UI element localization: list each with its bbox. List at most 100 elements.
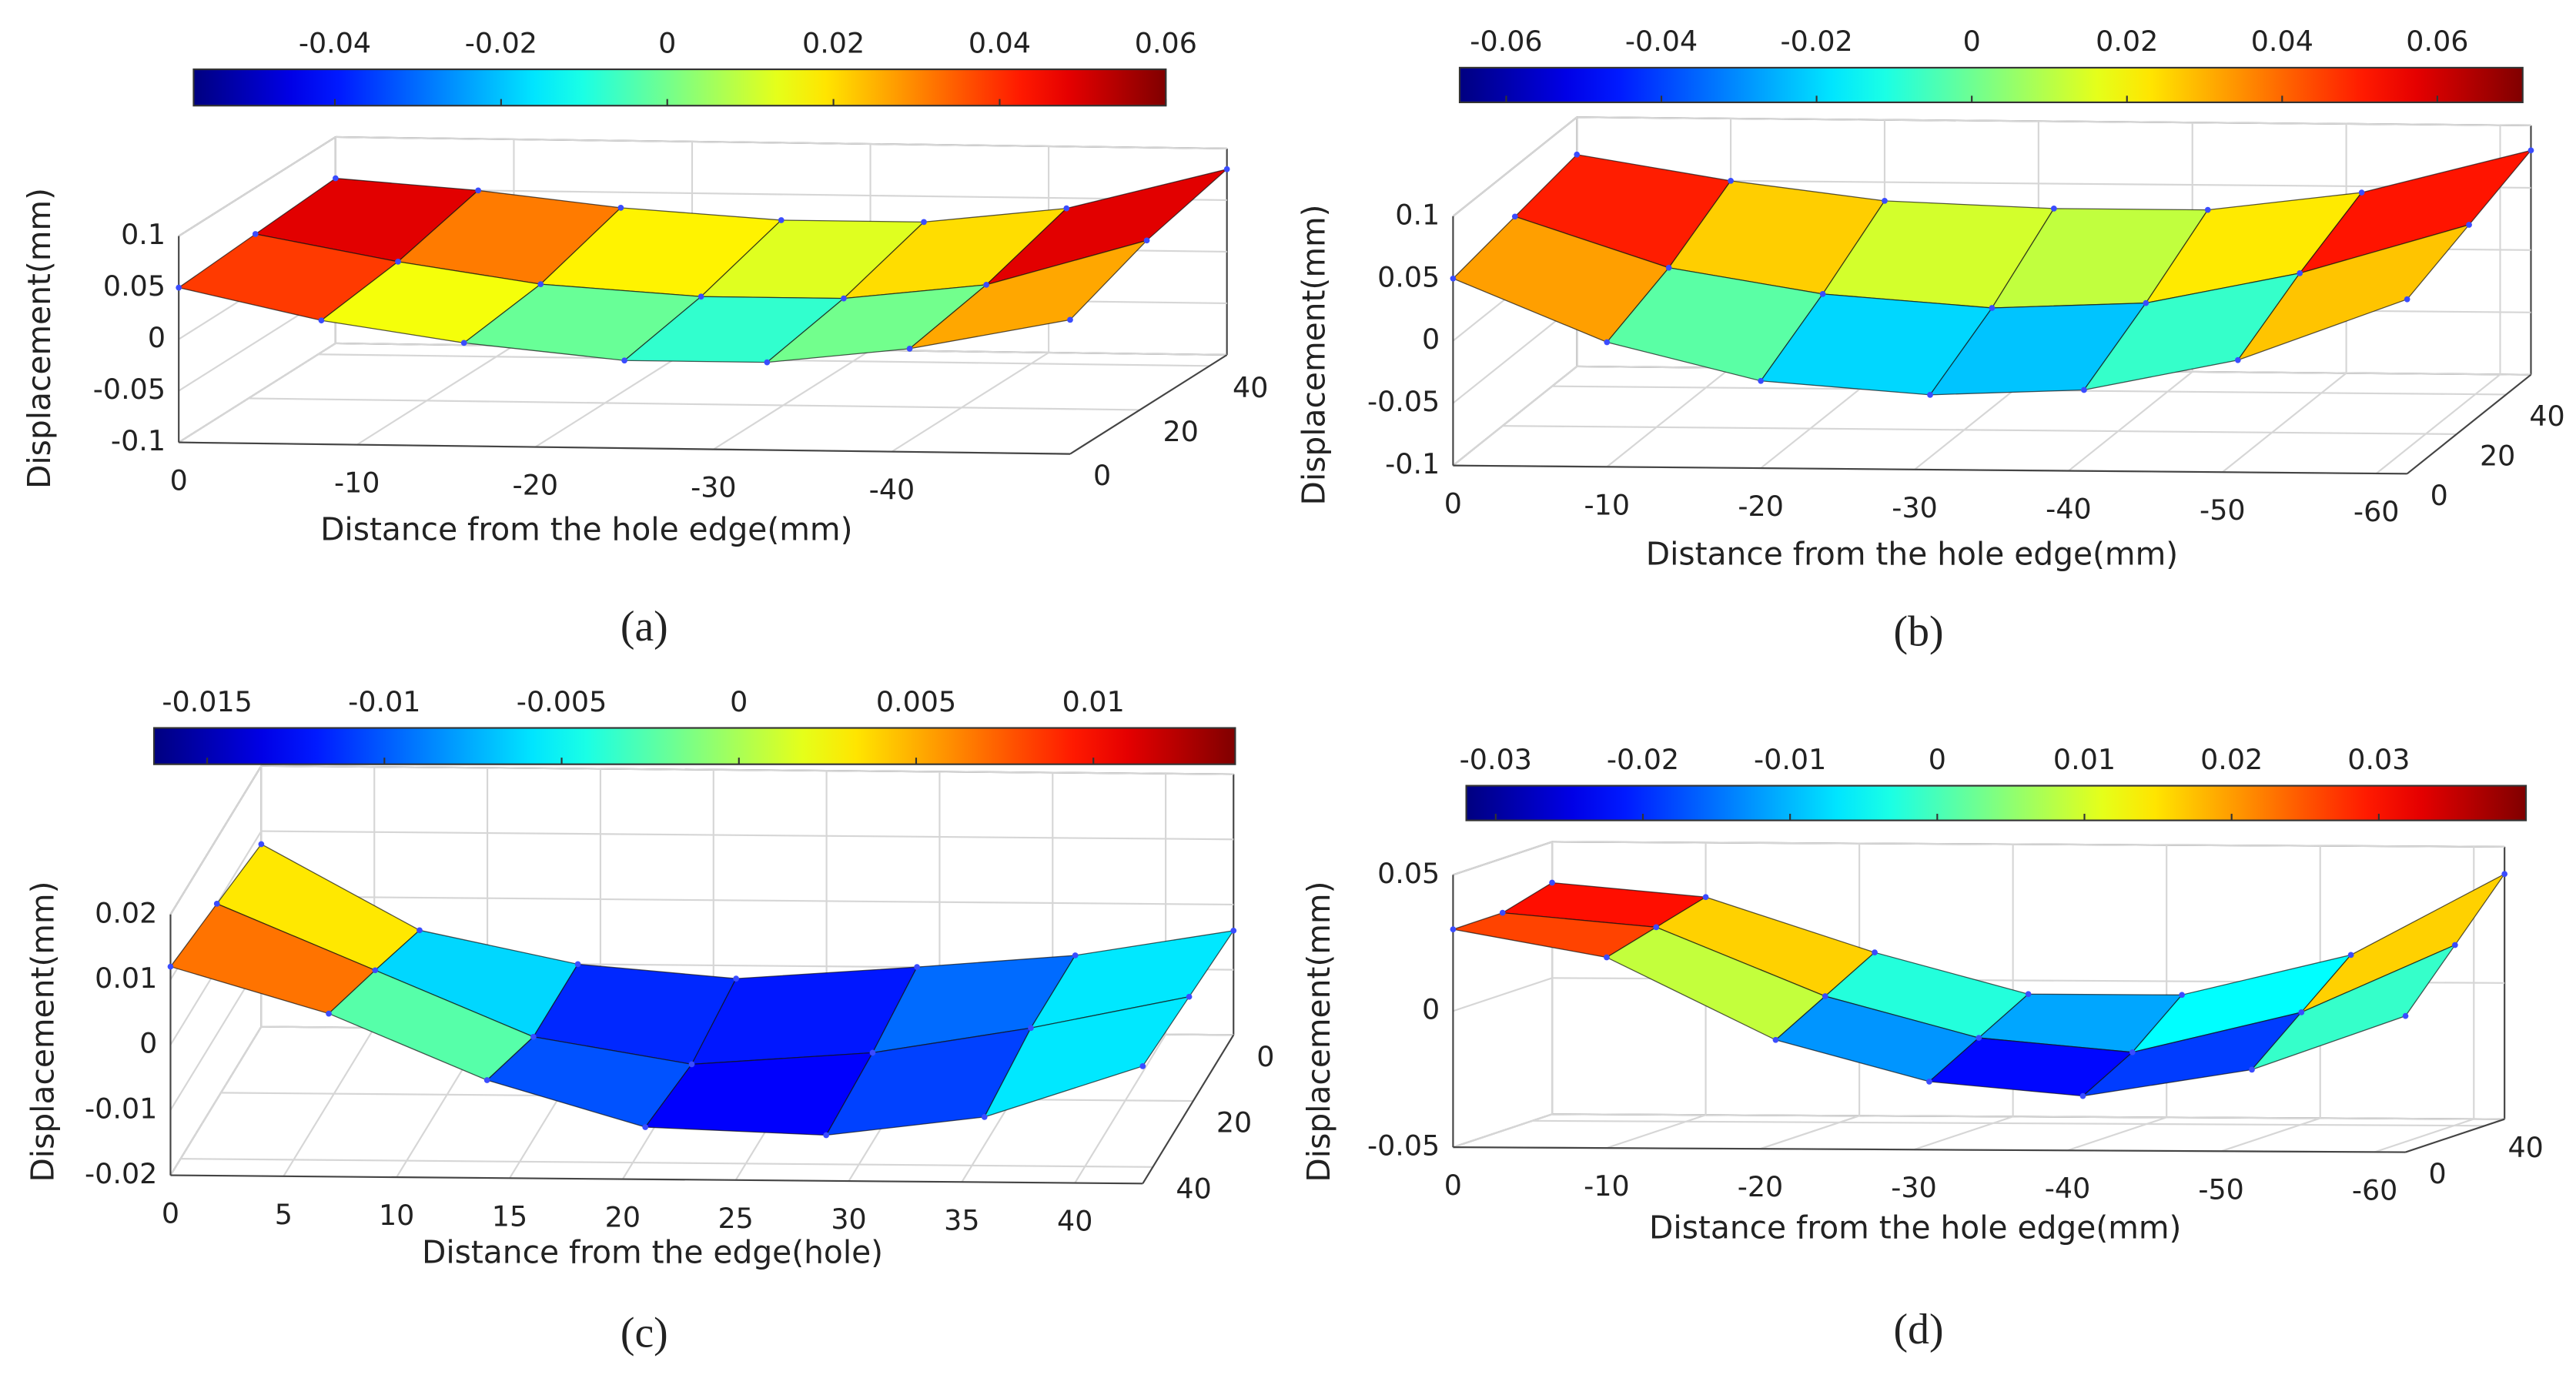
colorbar-tick-label: 0 (730, 685, 748, 718)
data-point (2298, 1009, 2305, 1015)
colorbar-tick-label: 0.04 (969, 26, 1031, 59)
grid-line (1913, 1116, 2013, 1151)
x-tick-label: 35 (944, 1203, 979, 1236)
data-point (176, 284, 182, 291)
colorbar-tick-label: 0.03 (2347, 743, 2410, 776)
grid-line (1577, 179, 2531, 189)
data-point (981, 1113, 988, 1120)
grid-line (1453, 1113, 1553, 1149)
z-tick-label: -0.05 (93, 373, 166, 406)
data-point (1926, 1079, 1932, 1085)
x-tick-label: 5 (275, 1198, 293, 1231)
data-point (1072, 952, 1079, 958)
grid-line (261, 830, 1234, 841)
data-point (2079, 1092, 2086, 1099)
y-tick-label: 0 (1256, 1040, 1274, 1073)
grid-line (1760, 1115, 1860, 1150)
data-point (764, 359, 771, 366)
box-edge (1142, 1034, 1235, 1184)
data-point (1882, 198, 1888, 204)
colorbar-tick-label: -0.015 (162, 685, 252, 718)
data-point (537, 281, 544, 287)
panel-caption: (b) (1894, 607, 1944, 655)
data-point (372, 967, 379, 974)
z-tick-label: 0 (1422, 993, 1440, 1026)
x-tick-label: -50 (2198, 1173, 2244, 1206)
z-tick-label: 0.05 (103, 269, 166, 303)
colorbar-tick-label: 0.02 (802, 26, 865, 59)
data-point (1450, 926, 1457, 932)
x-tick-label: 25 (718, 1202, 754, 1235)
data-point (1574, 151, 1581, 158)
data-point (395, 259, 401, 265)
grid-line (2376, 373, 2501, 474)
colorbar-tick-label: 0.005 (876, 685, 956, 718)
data-point (2297, 270, 2303, 276)
x-tick-label: -20 (1738, 1170, 1784, 1203)
data-point (1758, 377, 1765, 384)
x-tick-label: -10 (1584, 1169, 1630, 1203)
colorbar-tick-label: 0 (1963, 25, 1981, 58)
x-axis-label: Distance from the edge(hole) (422, 1233, 883, 1270)
x-tick-label: -10 (334, 467, 380, 500)
y-tick-label: 40 (2529, 400, 2564, 433)
grid-line (1452, 116, 1577, 217)
data-point (2347, 952, 2354, 958)
box-edge (1069, 354, 1228, 455)
data-point (2451, 942, 2458, 948)
x-tick-label: 40 (1057, 1204, 1092, 1237)
box-edge (1453, 1146, 2406, 1153)
panel: 0 -10 -20 -30 -40 -50 -60 -0.1 -0.05 0 0.05 0.1 0 20 4… (1295, 25, 2564, 655)
grid-line (1577, 116, 2531, 127)
grid-line (335, 135, 1227, 150)
colorbar (152, 727, 1236, 765)
data-point (698, 293, 704, 300)
data-point (733, 975, 739, 982)
panel: 0 -10 -20 -30 -40 -0.1 -0.05 0 0.05 0.1 0 20 40 -0.04… (21, 26, 1268, 650)
data-point (869, 1049, 876, 1056)
x-tick-label: -30 (1892, 491, 1938, 524)
x-tick-label: -10 (1584, 488, 1631, 521)
x-tick-label: -50 (2200, 493, 2246, 527)
x-tick-label: -30 (691, 471, 737, 504)
data-point (1223, 166, 1230, 172)
grid-line (169, 1026, 263, 1176)
data-point (823, 1132, 830, 1139)
colorbar-tick-label: 0.02 (2200, 743, 2263, 776)
x-tick-label: 30 (831, 1203, 866, 1236)
grid-line (283, 1027, 376, 1177)
data-point (1028, 1025, 1034, 1032)
data-point (1450, 275, 1457, 282)
grid-line (178, 343, 336, 443)
z-axis-label: Displacement(mm) (1300, 882, 1337, 1183)
z-tick-label: 0.1 (121, 218, 166, 251)
x-tick-label: 0 (1444, 1169, 1462, 1202)
data-point (688, 1061, 695, 1068)
x-tick-label: 10 (379, 1199, 414, 1232)
data-point (1549, 879, 1555, 886)
grid-line (178, 136, 336, 237)
z-tick-label: 0.05 (1377, 260, 1440, 293)
grid-line (261, 895, 1234, 906)
y-tick-label: 0 (2430, 479, 2448, 512)
data-point (1927, 391, 1933, 398)
x-tick-label: -30 (1891, 1171, 1937, 1204)
data-point (642, 1124, 649, 1130)
data-point (483, 1077, 490, 1083)
data-point (906, 346, 913, 352)
x-tick-label: 0 (1444, 487, 1462, 520)
grid-line (2222, 372, 2347, 473)
z-tick-label: -0.01 (85, 1092, 157, 1125)
box-edge (170, 1174, 1143, 1185)
x-tick-label: -40 (2046, 492, 2092, 525)
data-point (778, 217, 785, 223)
grid-line (335, 187, 1227, 202)
data-point (1819, 291, 1826, 297)
data-point (1702, 894, 1709, 901)
colorbar-tick-label: -0.04 (299, 26, 371, 59)
colorbar-tick-label: -0.02 (1607, 743, 1679, 776)
grid-line (180, 1158, 1153, 1168)
z-tick-label: 0.05 (1377, 857, 1440, 890)
colorbar-tick-label: 0.06 (2406, 25, 2468, 58)
